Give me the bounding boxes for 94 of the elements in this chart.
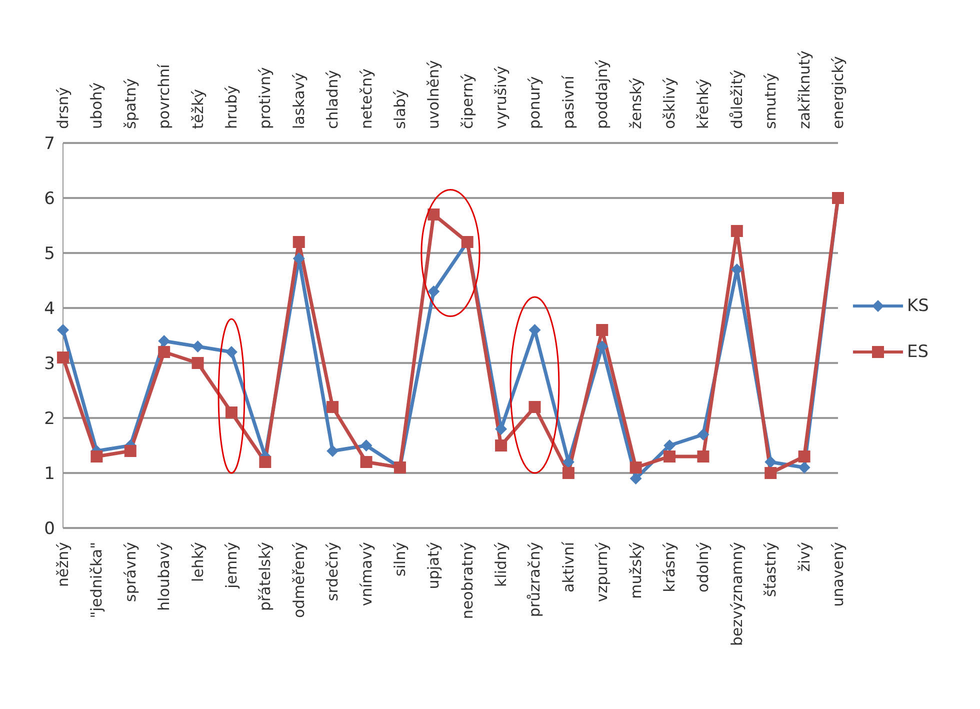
x-tick-label: klidný: [492, 542, 510, 587]
point: [158, 335, 170, 347]
point: [764, 456, 777, 468]
y-tick-label: 0: [44, 519, 55, 540]
point: [495, 440, 508, 452]
y-tick-label: 7: [44, 134, 55, 154]
point: [292, 252, 305, 264]
point: [697, 428, 710, 440]
x-tick-label: neobratný: [458, 542, 476, 620]
x-tick-label: bezvýznamný: [728, 542, 746, 646]
y-tick-label: 4: [44, 299, 55, 320]
point: [596, 324, 608, 336]
point: [192, 340, 204, 352]
point: [225, 406, 238, 418]
text: čiperný: [458, 73, 476, 129]
text: protivný: [256, 67, 274, 129]
x-tick-label: silný: [390, 542, 409, 577]
point: [124, 445, 136, 457]
text: křehký: [694, 78, 712, 129]
x-tick-label: jemný: [222, 542, 240, 590]
point: [428, 286, 440, 298]
x-tick-label: krásný: [660, 542, 679, 592]
x-tick-label: upjatý: [424, 542, 443, 590]
point: [360, 456, 372, 468]
legend-label: ES: [907, 342, 929, 362]
point: [225, 346, 238, 358]
point: [630, 462, 642, 474]
text: zakřiknutý: [795, 50, 814, 129]
point: [57, 324, 69, 336]
x-tick-label: vzpurný: [593, 542, 612, 602]
text: pasivní: [559, 74, 578, 129]
y-tick-label: 6: [44, 189, 55, 210]
text: důležitý: [728, 70, 746, 129]
point: [90, 450, 103, 462]
point: [292, 236, 305, 248]
text: ubohý: [88, 82, 106, 129]
point: [326, 445, 339, 457]
point: [798, 450, 810, 462]
point: [428, 208, 440, 220]
point: [562, 456, 574, 468]
point: [562, 467, 574, 479]
point: [192, 357, 204, 369]
text: špatný: [121, 78, 140, 129]
x-tick-label: šťastný: [762, 542, 780, 597]
text: laskavý: [290, 72, 308, 129]
x-tick-label: hloubavý: [155, 542, 174, 611]
x-tick-label: lehký: [188, 542, 207, 582]
x-tick-label: živý: [795, 542, 814, 572]
text: drsný: [54, 86, 72, 129]
legend-label: KS: [907, 296, 929, 316]
point: [730, 225, 743, 237]
y-tick-label: 2: [44, 409, 55, 430]
point: [664, 440, 676, 452]
x-tick-label: něžný: [54, 542, 72, 587]
point: [158, 346, 170, 358]
text: smutný: [762, 72, 780, 129]
text: povrchní: [155, 63, 174, 129]
x-tick-label: odměřený: [290, 542, 308, 618]
text: ženský: [626, 77, 645, 129]
x-tick-label: průzračný: [526, 542, 544, 618]
x-tick-label: odolný: [694, 542, 712, 592]
x-tick-label: vnímavý: [357, 542, 376, 606]
point: [764, 467, 777, 479]
x-tick-label: mužský: [626, 542, 645, 599]
text: ponurý: [526, 76, 544, 129]
x-tick-label: "jednička": [88, 542, 106, 618]
text: uvolněný: [424, 60, 443, 129]
text: slabý: [390, 89, 409, 129]
x-tick-label: aktivní: [559, 541, 578, 592]
point: [259, 456, 272, 468]
x-tick-label: srdečný: [324, 542, 342, 602]
y-tick-label: 1: [44, 464, 55, 484]
point: [528, 401, 541, 413]
text: vyrušivý: [492, 66, 510, 129]
point: [697, 450, 710, 462]
text: energický: [829, 56, 847, 129]
y-tick-label: 3: [44, 354, 55, 374]
point: [360, 440, 372, 452]
point: [57, 352, 69, 364]
point: [664, 450, 676, 462]
point: [630, 472, 642, 484]
y-tick-label: 5: [44, 244, 55, 264]
point: [798, 462, 810, 474]
text: chladný: [324, 70, 342, 129]
text: netečný: [357, 68, 376, 129]
x-tick-label: správný: [121, 542, 140, 602]
text: těžký: [188, 88, 207, 129]
point: [326, 401, 339, 413]
x-tick-label: unavený: [829, 542, 847, 607]
text: hrubý: [222, 85, 240, 129]
text: ošklivý: [660, 77, 679, 129]
text: poddajný: [593, 59, 612, 129]
x-tick-label: přátelský: [256, 542, 274, 612]
point: [495, 423, 508, 435]
